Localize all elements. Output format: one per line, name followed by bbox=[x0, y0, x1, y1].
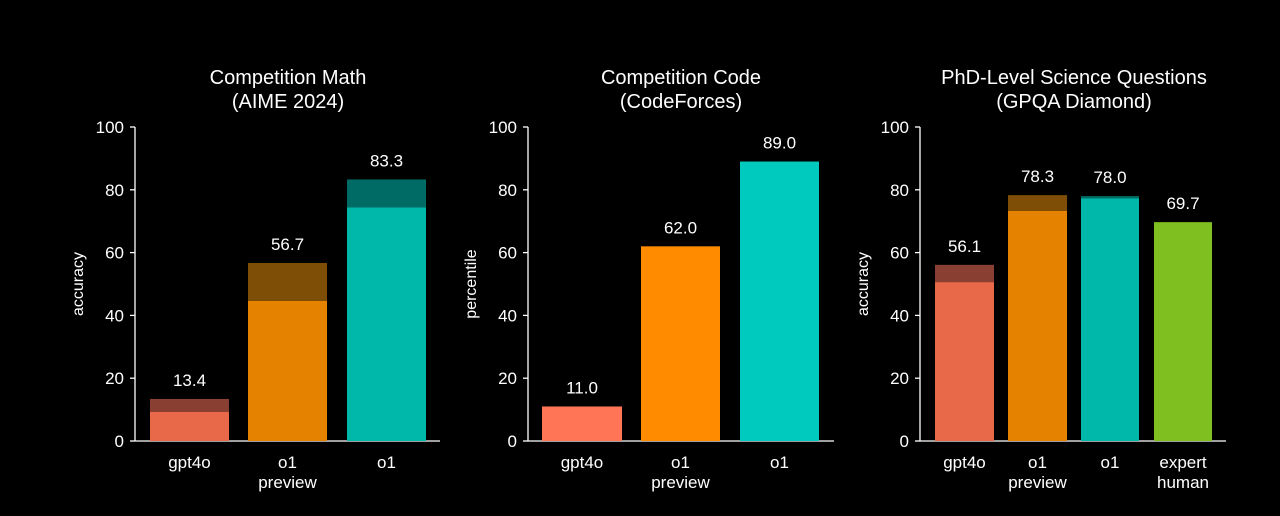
y-tick-label: 20 bbox=[498, 369, 517, 388]
bar-top-segment bbox=[935, 264, 994, 283]
bar bbox=[641, 246, 720, 441]
y-tick-label: 100 bbox=[881, 118, 909, 137]
bar-value-label: 89.0 bbox=[763, 134, 796, 153]
x-tick-label-line: gpt4o bbox=[561, 453, 604, 472]
x-tick-label-line: o1 bbox=[671, 453, 690, 472]
chart-panel-3: PhD-Level Science Questions (GPQA Diamond… bbox=[855, 67, 1226, 492]
bar-top-segment bbox=[150, 398, 229, 412]
y-tick-label: 60 bbox=[498, 244, 517, 263]
y-tick-label: 40 bbox=[890, 306, 909, 325]
y-tick-label: 80 bbox=[890, 181, 909, 200]
bar bbox=[1081, 198, 1139, 441]
x-tick-label: o1 preview bbox=[258, 453, 317, 492]
x-tick-label-line: preview bbox=[258, 473, 317, 492]
x-tick-label: expert human bbox=[1157, 453, 1209, 492]
chart-title-line: (GPQA Diamond) bbox=[996, 91, 1152, 113]
y-tick-label: 60 bbox=[105, 244, 124, 263]
bar-top-segment bbox=[1081, 196, 1139, 199]
x-tick-label-line: o1 bbox=[377, 453, 396, 472]
x-tick-label-line: preview bbox=[651, 473, 710, 492]
bar bbox=[1154, 222, 1212, 441]
y-tick-label: 20 bbox=[105, 369, 124, 388]
bar bbox=[1008, 210, 1067, 441]
x-tick-label-line: o1 bbox=[1101, 453, 1120, 472]
x-tick-label: o1 bbox=[377, 453, 396, 472]
bar bbox=[347, 207, 426, 441]
bar-value-label: 13.4 bbox=[173, 371, 206, 390]
x-tick-label-line: preview bbox=[1008, 473, 1067, 492]
x-tick-label-line: gpt4o bbox=[168, 453, 211, 472]
chart-title-line: Competition Code bbox=[601, 67, 761, 89]
chart-title-line: (CodeForces) bbox=[620, 91, 742, 113]
y-tick-label: 0 bbox=[900, 432, 909, 451]
bar-value-label: 56.7 bbox=[271, 235, 304, 254]
y-tick-label: 80 bbox=[498, 181, 517, 200]
bar-value-label: 56.1 bbox=[948, 237, 981, 256]
bar bbox=[935, 282, 994, 441]
x-tick-label-line: expert bbox=[1159, 453, 1207, 472]
x-tick-label-line: o1 bbox=[278, 453, 297, 472]
y-tick-label: 0 bbox=[508, 432, 517, 451]
x-tick-label: o1 preview bbox=[1008, 453, 1067, 492]
chart-panel-1: Competition Math (AIME 2024) accuracy 0 20 40… bbox=[70, 67, 440, 492]
bar bbox=[248, 300, 327, 441]
bar-value-label: 83.3 bbox=[370, 151, 403, 170]
bar-top-segment bbox=[347, 179, 426, 208]
x-tick-label: o1 preview bbox=[651, 453, 710, 492]
y-tick-label: 40 bbox=[498, 306, 517, 325]
y-tick-label: 100 bbox=[96, 118, 124, 137]
y-tick-label: 20 bbox=[890, 369, 909, 388]
x-tick-label: o1 bbox=[1101, 453, 1120, 472]
bar-top-segment bbox=[248, 262, 327, 301]
y-axis-label: percentile bbox=[463, 249, 480, 318]
x-tick-label-line: o1 bbox=[1028, 453, 1047, 472]
bar-value-label: 78.0 bbox=[1093, 168, 1126, 187]
y-tick-label: 80 bbox=[105, 181, 124, 200]
x-tick-label: gpt4o bbox=[561, 453, 604, 472]
chart-title: PhD-Level Science Questions (GPQA Diamond… bbox=[941, 67, 1207, 113]
bar-top-segment bbox=[1008, 195, 1067, 211]
bar-value-label: 11.0 bbox=[566, 378, 598, 397]
y-tick-label: 40 bbox=[105, 306, 124, 325]
x-tick-label-line: o1 bbox=[770, 453, 789, 472]
chart-title-line: PhD-Level Science Questions bbox=[941, 67, 1207, 89]
chart-title-line: Competition Math bbox=[210, 67, 367, 89]
bar-value-label: 78.3 bbox=[1021, 167, 1054, 186]
bar-value-label: 69.7 bbox=[1166, 194, 1199, 213]
bar bbox=[740, 161, 819, 442]
x-tick-label-line: human bbox=[1157, 473, 1209, 492]
bar-value-label: 62.0 bbox=[664, 218, 697, 237]
chart-title-line: (AIME 2024) bbox=[232, 91, 344, 113]
x-tick-label-line: gpt4o bbox=[943, 453, 986, 472]
y-tick-label: 100 bbox=[489, 118, 517, 137]
x-tick-label: gpt4o bbox=[168, 453, 211, 472]
bar bbox=[150, 411, 229, 441]
chart-title: Competition Code (CodeForces) bbox=[601, 67, 761, 113]
y-tick-label: 60 bbox=[890, 244, 909, 263]
chart-panel-2: Competition Code (CodeForces) percentile 0 2… bbox=[463, 67, 834, 492]
y-tick-label: 0 bbox=[115, 432, 124, 451]
x-tick-label: o1 bbox=[770, 453, 789, 472]
y-axis-label: accuracy bbox=[70, 252, 87, 316]
y-axis-label: accuracy bbox=[855, 252, 872, 316]
x-tick-label: gpt4o bbox=[943, 453, 986, 472]
bar bbox=[542, 406, 622, 441]
chart-title: Competition Math (AIME 2024) bbox=[210, 67, 367, 113]
